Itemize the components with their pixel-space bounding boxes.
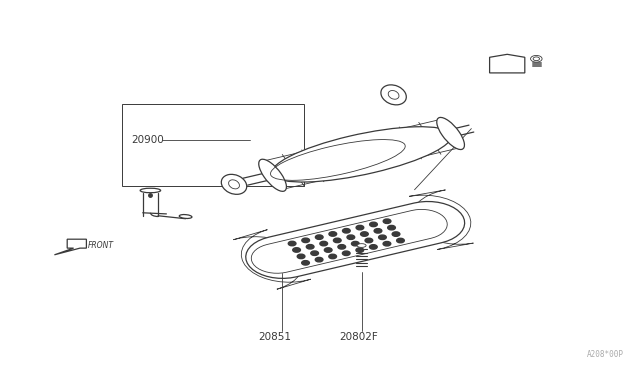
Circle shape (320, 241, 328, 246)
Circle shape (316, 235, 323, 240)
Circle shape (302, 238, 310, 243)
Ellipse shape (531, 55, 542, 62)
Circle shape (356, 225, 364, 230)
Circle shape (292, 248, 300, 252)
Circle shape (397, 238, 404, 243)
Circle shape (370, 222, 378, 227)
Text: A208*00P: A208*00P (587, 350, 624, 359)
Polygon shape (409, 190, 474, 250)
Text: 20802F: 20802F (339, 332, 378, 341)
Polygon shape (246, 202, 465, 278)
Circle shape (338, 245, 346, 249)
Ellipse shape (221, 174, 247, 194)
Text: 20900: 20900 (131, 135, 164, 144)
Circle shape (311, 251, 319, 256)
Circle shape (329, 254, 337, 259)
Ellipse shape (140, 188, 161, 193)
Polygon shape (54, 239, 86, 255)
Ellipse shape (388, 90, 399, 99)
Circle shape (383, 241, 391, 246)
Circle shape (324, 248, 332, 252)
Circle shape (374, 229, 382, 233)
Ellipse shape (381, 85, 406, 105)
Circle shape (351, 241, 359, 246)
Circle shape (342, 251, 350, 256)
Circle shape (288, 241, 296, 246)
Circle shape (392, 232, 400, 236)
Polygon shape (234, 230, 311, 289)
Circle shape (356, 248, 364, 252)
Circle shape (316, 257, 323, 262)
Text: FRONT: FRONT (88, 241, 114, 250)
Ellipse shape (228, 180, 239, 189)
Circle shape (388, 225, 396, 230)
Circle shape (383, 219, 391, 224)
Ellipse shape (436, 118, 465, 150)
Circle shape (301, 261, 309, 265)
Circle shape (347, 235, 355, 240)
Circle shape (329, 232, 337, 236)
Text: 20851: 20851 (259, 332, 292, 341)
Ellipse shape (259, 159, 287, 191)
Circle shape (342, 228, 350, 233)
Circle shape (379, 235, 387, 240)
Circle shape (333, 238, 341, 243)
Circle shape (360, 232, 368, 236)
Ellipse shape (357, 244, 366, 247)
Circle shape (369, 245, 377, 249)
Bar (122, 104, 304, 186)
Ellipse shape (179, 215, 192, 218)
Polygon shape (490, 54, 525, 73)
Ellipse shape (272, 127, 451, 182)
Circle shape (365, 238, 372, 243)
Circle shape (297, 254, 305, 259)
Circle shape (307, 244, 314, 249)
